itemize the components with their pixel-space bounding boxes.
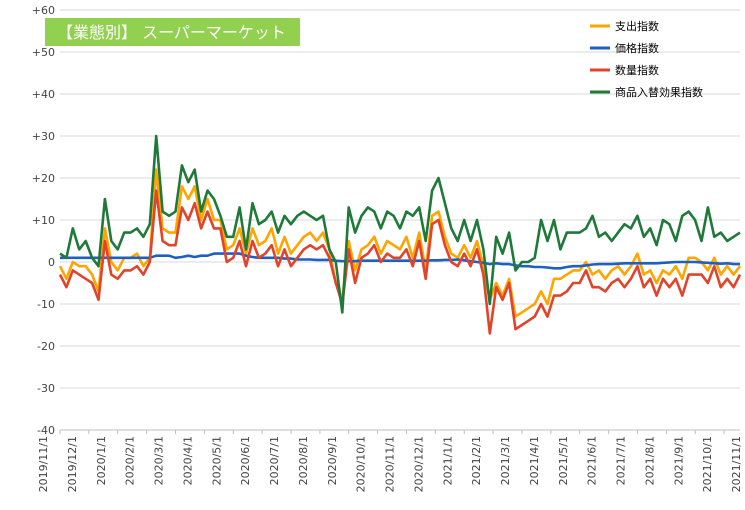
x-tick-label: 2021/3/1 <box>499 436 512 485</box>
x-tick-label: 2020/11/1 <box>384 436 397 492</box>
series-line-4 <box>59 134 741 314</box>
x-tick-label: 2021/11/1 <box>730 436 743 492</box>
series-line-1 <box>58 168 742 318</box>
x-tick-label: 2020/7/1 <box>268 436 281 485</box>
y-tick-label: +60 <box>32 4 55 17</box>
x-tick-label: 2020/3/1 <box>153 436 166 485</box>
x-tick-label: 2019/11/1 <box>37 436 50 492</box>
y-tick-label: +20 <box>32 172 55 185</box>
y-tick-label: +30 <box>32 130 55 143</box>
series-line-2 <box>60 252 740 270</box>
y-tick-label: +50 <box>32 46 55 59</box>
x-tick-label: 2019/12/1 <box>66 436 79 492</box>
legend-label: 数量指数 <box>615 63 659 77</box>
chart-title: 【業態別】 スーパーマーケット <box>57 23 286 42</box>
series-lines <box>58 134 742 335</box>
x-tick-label: 2021/7/1 <box>615 436 628 485</box>
legend-label: 支出指数 <box>615 19 659 33</box>
x-tick-label: 2020/4/1 <box>181 436 194 485</box>
x-tick-label: 2021/4/1 <box>528 436 541 485</box>
legend-label: 商品入替効果指数 <box>615 85 703 99</box>
x-tick-label: 2020/8/1 <box>297 436 310 485</box>
x-tick-label: 2021/2/1 <box>470 436 483 485</box>
x-tick-label: 2020/12/1 <box>412 436 425 492</box>
y-tick-label: -10 <box>37 298 55 311</box>
y-tick-label: -40 <box>37 424 55 437</box>
x-tick-label: 2020/10/1 <box>355 436 368 492</box>
x-tick-label: 2020/6/1 <box>239 436 252 485</box>
x-tick-label: 2021/1/1 <box>441 436 454 485</box>
x-tick-label: 2021/8/1 <box>643 436 656 485</box>
x-tick-label: 2021/5/1 <box>557 436 570 485</box>
y-tick-label: -30 <box>37 382 55 395</box>
x-tick-label: 2021/9/1 <box>672 436 685 485</box>
x-tick-label: 2020/1/1 <box>95 436 108 485</box>
x-tick-label: 2020/9/1 <box>326 436 339 485</box>
y-axis: -40 -30 -20 -10 0 +10 +20 +30 +40 +50 +60 <box>32 4 55 437</box>
y-tick-label: +10 <box>32 214 55 227</box>
y-tick-label: +40 <box>32 88 55 101</box>
x-tick-label: 2021/10/1 <box>701 436 714 492</box>
legend-label: 価格指数 <box>615 41 659 55</box>
series-line-3 <box>58 189 742 335</box>
x-tick-label: 2021/6/1 <box>586 436 599 485</box>
chart-title-box: 【業態別】 スーパーマーケット <box>45 18 300 46</box>
y-tick-label: -20 <box>37 340 55 353</box>
x-tick-label: 2020/2/1 <box>124 436 137 485</box>
x-axis: 2019/11/1 2019/12/1 2020/1/1 2020/2/1 2020/3… <box>37 429 743 492</box>
y-tick-label: 0 <box>48 256 55 269</box>
chart-title-background <box>45 18 300 46</box>
x-tick-label: 2020/5/1 <box>210 436 223 485</box>
